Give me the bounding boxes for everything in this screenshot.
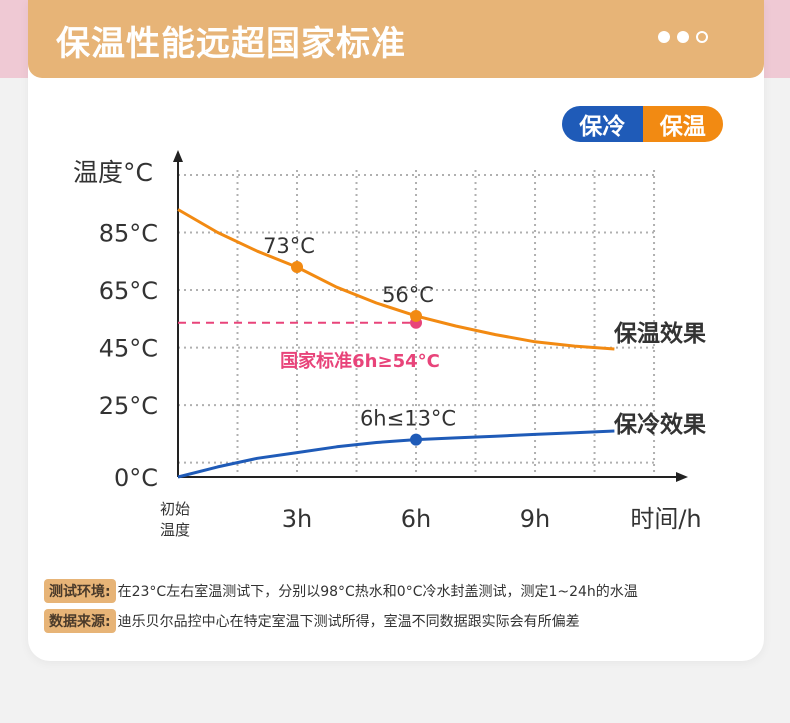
- y-tick-label: 85°C: [99, 220, 158, 248]
- data-point: [291, 261, 304, 274]
- footnote-data-source: 数据来源: 迪乐贝尔品控中心在特定室温下测试所得，室温不同数据跟实际会有所偏差: [44, 609, 638, 633]
- y-tick-label: 25°C: [99, 392, 158, 420]
- footnote-text: 在23°C左右室温测试下，分别以98°C热水和0°C冷水封盖测试，测定1~24h…: [117, 584, 638, 600]
- x-origin-label: 初始: [160, 500, 190, 518]
- header-bar: 保温性能远超国家标准: [28, 0, 764, 78]
- y-tick-label: 45°C: [99, 335, 158, 363]
- x-axis-arrow: [676, 472, 688, 482]
- series-name-label: 保温效果: [613, 320, 706, 347]
- y-axis-label: 温度°C: [73, 158, 153, 187]
- reference-label: 国家标准6h≥54°C: [280, 350, 440, 372]
- data-point: [410, 433, 423, 446]
- y-tick-label: 0°C: [114, 464, 158, 492]
- page-dot-2[interactable]: [677, 31, 689, 43]
- x-origin-label: 温度: [160, 521, 190, 539]
- data-label: 6h≤13°C: [360, 407, 456, 431]
- footnote-tag: 测试环境:: [44, 579, 116, 603]
- series-line: [177, 429, 615, 479]
- page-dot-3[interactable]: [696, 31, 708, 43]
- x-axis-label: 时间/h: [630, 505, 701, 533]
- data-point: [410, 309, 423, 322]
- page-dot-1[interactable]: [658, 31, 670, 43]
- data-label: 73°C: [263, 234, 315, 258]
- series-name-label: 保冷效果: [613, 411, 706, 438]
- footnote-text: 迪乐贝尔品控中心在特定室温下测试所得，室温不同数据跟实际会有所偏差: [117, 614, 580, 630]
- footnotes: 测试环境: 在23°C左右室温测试下，分别以98°C热水和0°C冷水封盖测试，测…: [44, 579, 638, 639]
- toggle-warm-button[interactable]: 保温: [642, 106, 723, 142]
- page-title: 保温性能远超国家标准: [56, 24, 406, 64]
- page-indicator[interactable]: [658, 31, 708, 43]
- y-tick-label: 65°C: [99, 277, 158, 305]
- mode-toggle[interactable]: 保冷 保温: [562, 106, 723, 142]
- footnote-tag: 数据来源:: [44, 609, 116, 633]
- x-tick-label: 6h: [401, 505, 431, 533]
- toggle-cold-button[interactable]: 保冷: [562, 106, 643, 142]
- data-label: 56°C: [382, 283, 434, 307]
- x-tick-label: 9h: [520, 505, 550, 533]
- footnote-test-env: 测试环境: 在23°C左右室温测试下，分别以98°C热水和0°C冷水封盖测试，测…: [44, 579, 638, 603]
- x-tick-label: 3h: [282, 505, 312, 533]
- series-line: [177, 208, 615, 351]
- y-axis-arrow: [173, 150, 183, 162]
